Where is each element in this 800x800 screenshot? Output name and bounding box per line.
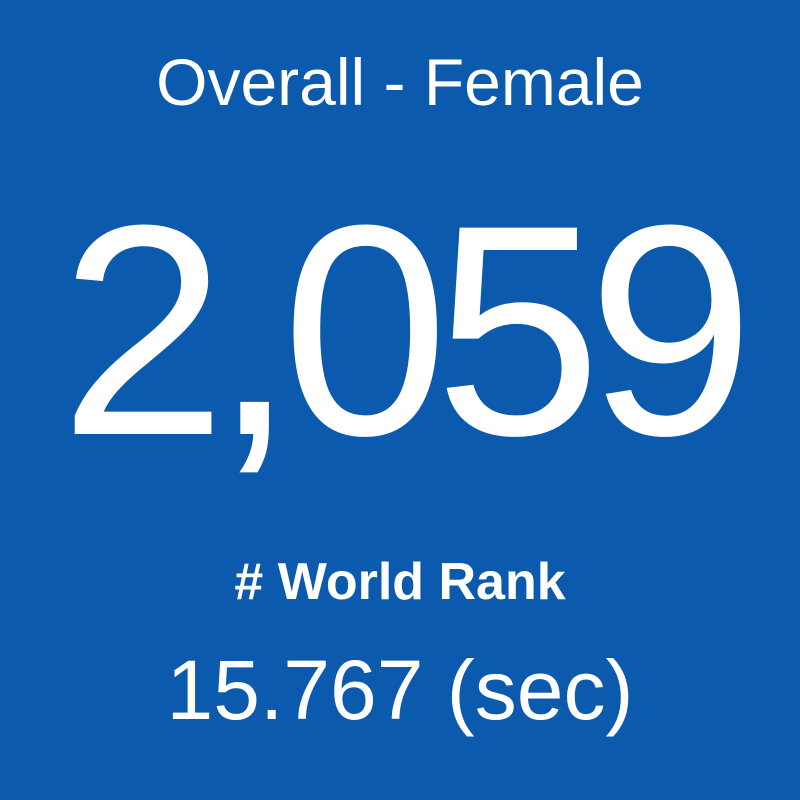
- rank-value: 2,059: [59, 162, 755, 498]
- time-value: 15.767 (sec): [166, 643, 634, 737]
- card-title: Overall - Female: [156, 45, 644, 119]
- rank-label: # World Rank: [234, 553, 566, 611]
